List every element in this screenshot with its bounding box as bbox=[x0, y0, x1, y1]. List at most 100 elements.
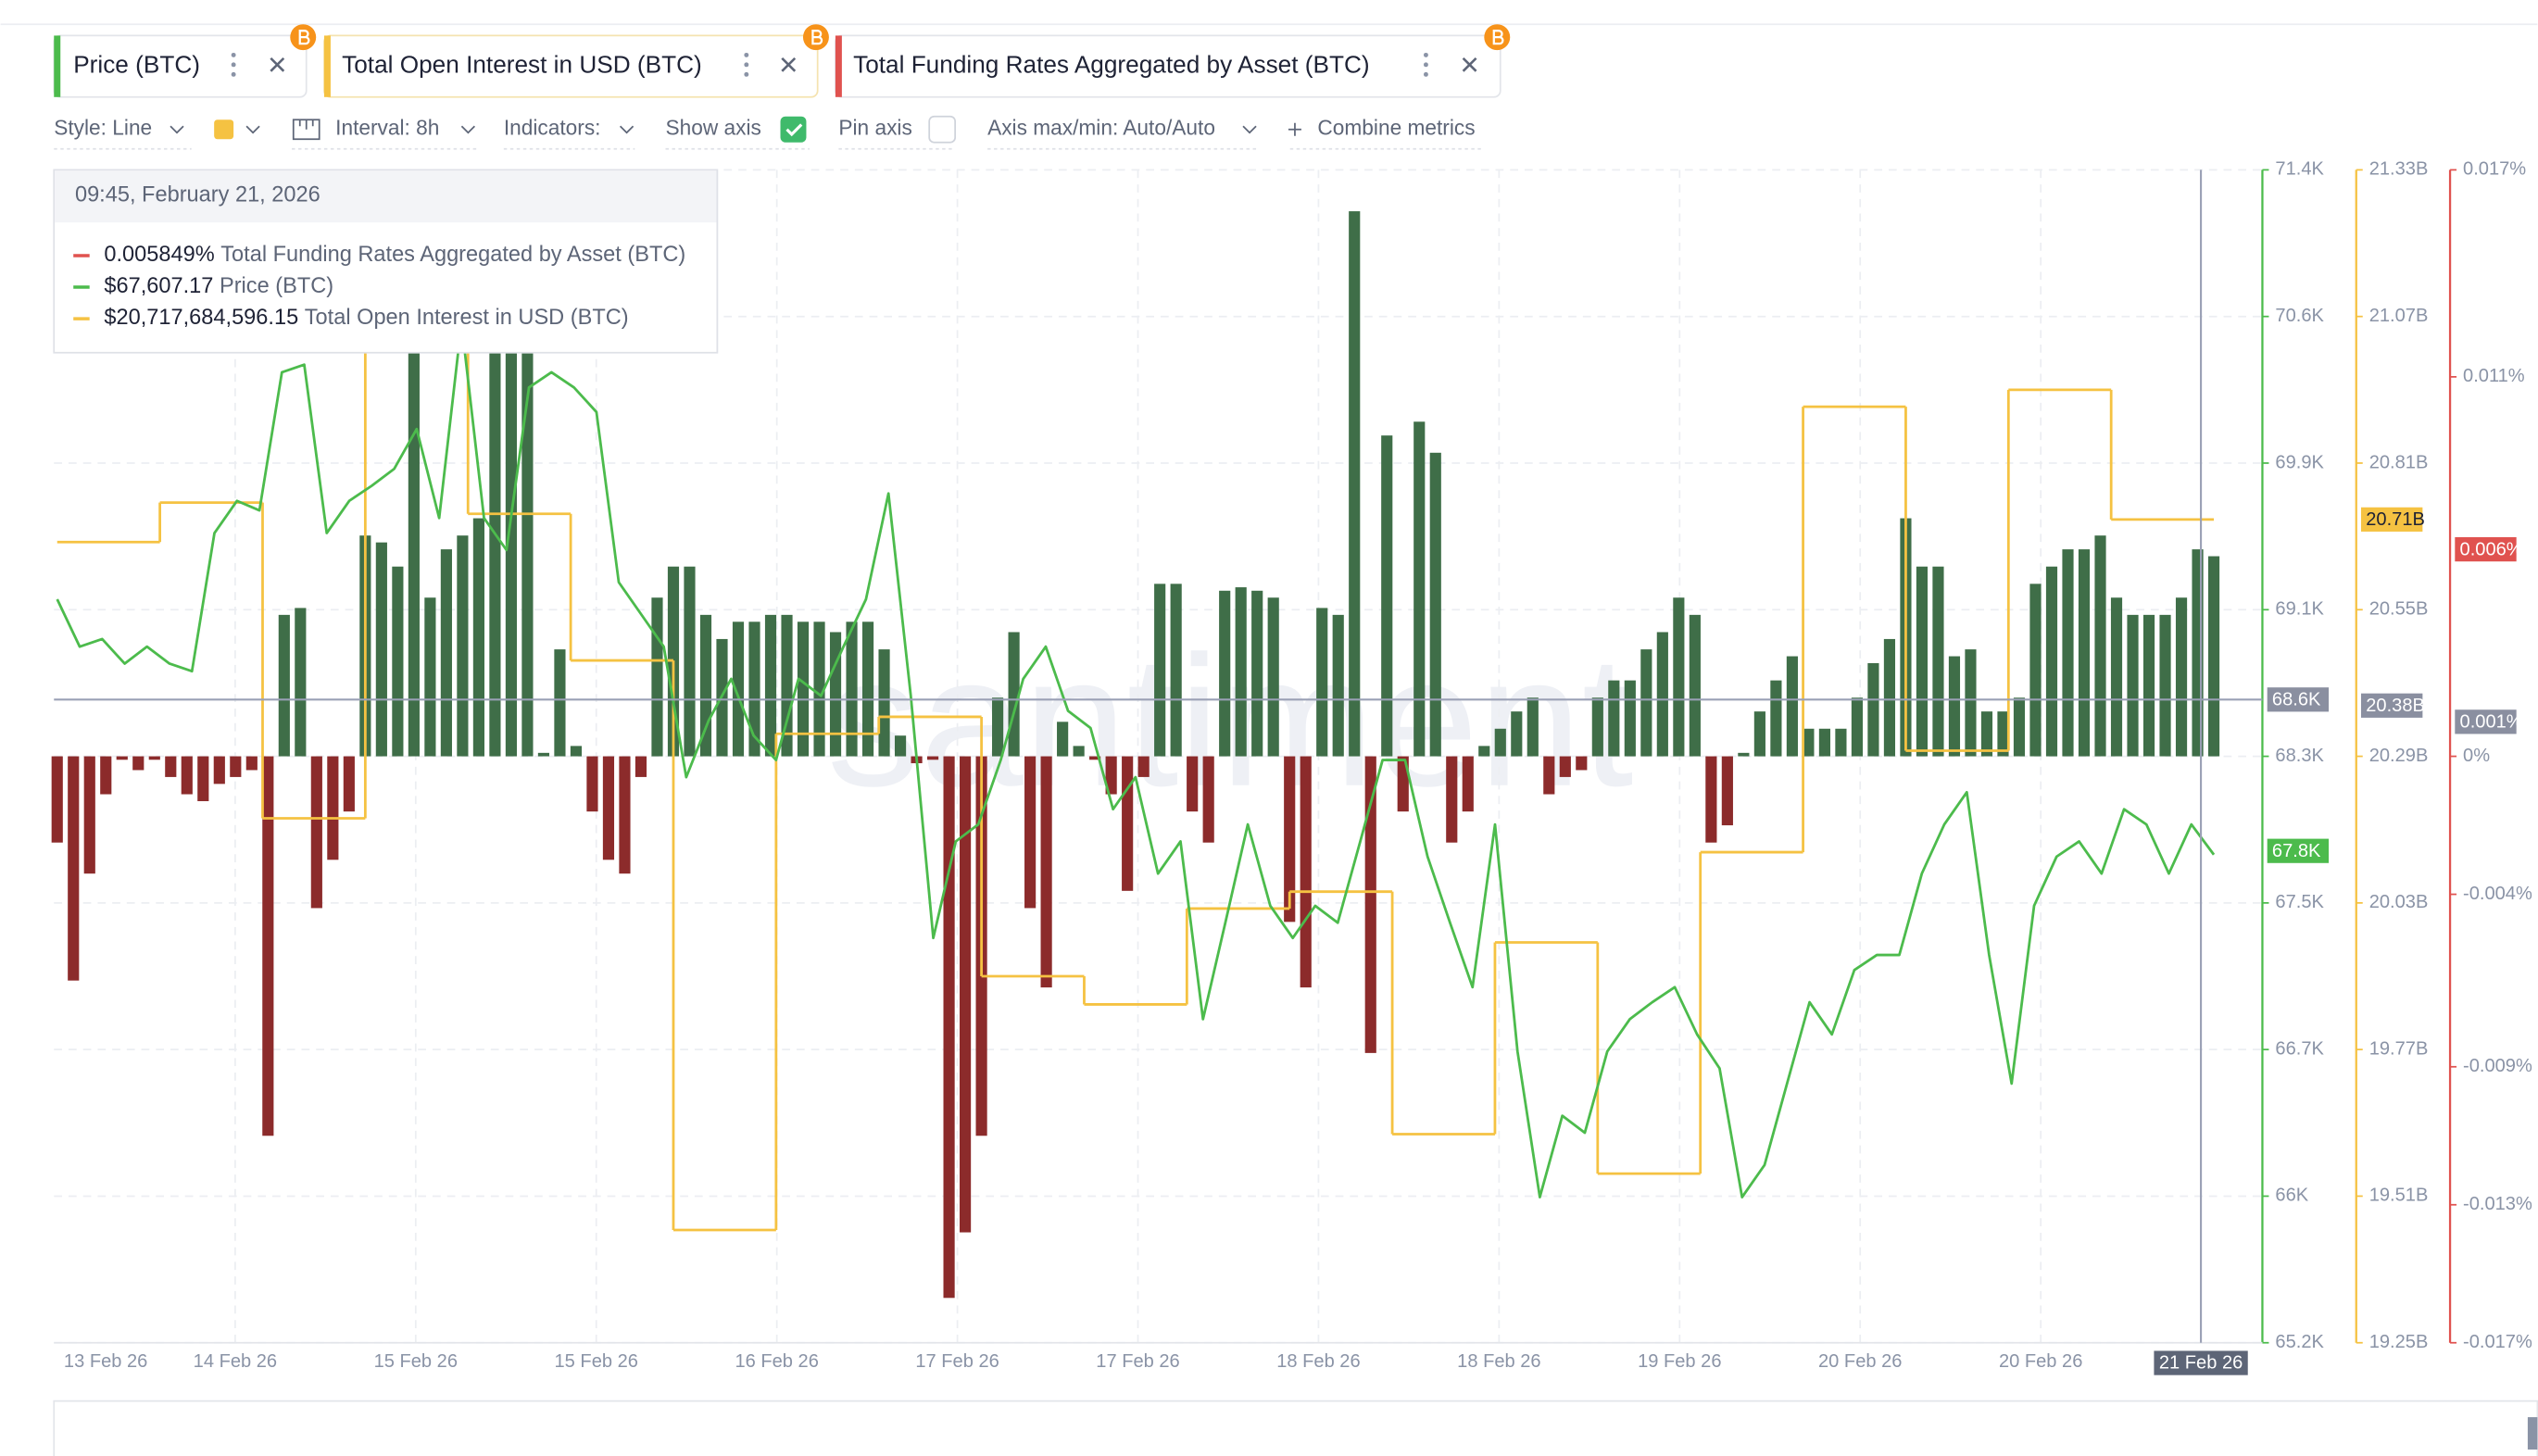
funding-bar bbox=[1803, 728, 1815, 757]
funding-bar bbox=[1527, 697, 1539, 757]
funding-bar bbox=[2078, 549, 2091, 757]
funding-bar bbox=[2013, 697, 2026, 757]
value-badge-label: 67.8K bbox=[2272, 841, 2321, 861]
funding-bar bbox=[1851, 697, 1864, 757]
tooltip-value: $67,607.17 bbox=[104, 273, 213, 297]
close-icon[interactable] bbox=[781, 56, 797, 72]
funding-bar bbox=[1511, 711, 1523, 757]
value-badge-label: 0.006% bbox=[2460, 539, 2523, 559]
x-tick-label: 20 Feb 26 bbox=[1999, 1351, 2082, 1372]
x-tick-label: 18 Feb 26 bbox=[1457, 1351, 1540, 1372]
value-badge bbox=[2455, 536, 2517, 562]
y3-tick-label: -0.017% bbox=[2463, 1332, 2532, 1352]
x-tick-label: 16 Feb 26 bbox=[735, 1351, 818, 1372]
y-tick-label: 67.5K bbox=[2275, 892, 2324, 912]
metric-tab[interactable]: Total Funding Rates Aggregated by Asset … bbox=[835, 24, 1511, 98]
y2-tick-label: 20.29B bbox=[2369, 746, 2429, 766]
x-tick-label: 13 Feb 26 bbox=[64, 1351, 147, 1372]
funding-bar bbox=[554, 649, 566, 757]
menu-icon[interactable] bbox=[1423, 52, 1428, 77]
funding-bar bbox=[1948, 656, 1961, 757]
y-tick-label: 66.7K bbox=[2275, 1038, 2324, 1059]
show-axis-label[interactable]: Show axis bbox=[665, 116, 760, 140]
funding-bar bbox=[2142, 614, 2155, 757]
y2-tick-label: 21.33B bbox=[2369, 159, 2429, 180]
ruler-icon bbox=[292, 119, 320, 141]
y3-tick-label: -0.009% bbox=[2463, 1056, 2532, 1076]
funding-bar bbox=[2175, 597, 2188, 757]
funding-bar bbox=[1965, 649, 1977, 757]
metric-tab[interactable]: Total Open Interest in USD (BTC) bbox=[323, 24, 829, 98]
funding-bar bbox=[943, 756, 955, 1299]
style-select[interactable]: Style: Line bbox=[54, 116, 152, 140]
tab-label: Total Open Interest in USD (BTC) bbox=[342, 51, 702, 79]
indicators-select[interactable]: Indicators: bbox=[504, 116, 601, 140]
navigator[interactable] bbox=[53, 1400, 2538, 1456]
tab-color bbox=[54, 35, 61, 97]
x-tick-label: 15 Feb 26 bbox=[374, 1351, 458, 1372]
color-swatch[interactable] bbox=[214, 119, 234, 140]
y2-tick-label: 21.07B bbox=[2369, 306, 2429, 326]
menu-icon[interactable] bbox=[744, 52, 749, 77]
funding-bar bbox=[602, 756, 615, 860]
plus-icon bbox=[1288, 122, 1301, 136]
close-icon[interactable] bbox=[1462, 56, 1477, 72]
funding-bar bbox=[1332, 614, 1344, 757]
funding-bar bbox=[1429, 452, 1441, 757]
close-icon[interactable] bbox=[270, 56, 285, 72]
funding-bar bbox=[245, 756, 258, 771]
funding-bar bbox=[2207, 556, 2220, 757]
value-badge bbox=[2361, 693, 2423, 718]
y-tick-label: 69.1K bbox=[2275, 599, 2324, 620]
axis-maxmin[interactable]: Axis max/min: Auto/Auto bbox=[987, 116, 1215, 140]
funding-bar bbox=[1705, 756, 1717, 843]
funding-bar bbox=[1170, 584, 1182, 757]
y2-tick-label: 20.81B bbox=[2369, 452, 2429, 472]
funding-bar bbox=[797, 621, 810, 757]
funding-bar bbox=[278, 614, 290, 757]
funding-bar bbox=[2127, 614, 2139, 757]
funding-bar bbox=[408, 325, 420, 757]
metric-tab[interactable]: Price (BTC) bbox=[53, 24, 317, 98]
tab-color bbox=[835, 35, 842, 97]
x-tick-label: 14 Feb 26 bbox=[194, 1351, 277, 1372]
funding-bar bbox=[926, 756, 939, 760]
menu-icon[interactable] bbox=[231, 52, 236, 77]
combine-metrics[interactable]: Combine metrics bbox=[1317, 116, 1475, 140]
navigator-handle[interactable] bbox=[2527, 1417, 2538, 1450]
tooltip-name: Total Open Interest in USD (BTC) bbox=[305, 305, 629, 329]
funding-bar bbox=[1559, 756, 1571, 777]
chevron bbox=[619, 125, 634, 134]
funding-bar bbox=[570, 746, 583, 757]
y-tick-label: 68.3K bbox=[2275, 746, 2324, 766]
value-badge bbox=[2267, 687, 2330, 712]
funding-bar bbox=[68, 756, 80, 981]
checkbox[interactable] bbox=[928, 115, 957, 144]
checkbox-checked[interactable] bbox=[780, 116, 807, 143]
y3-tick-label: -0.004% bbox=[2463, 884, 2532, 904]
funding-bar bbox=[781, 614, 793, 757]
tooltip-row: 0.005849% Total Funding Rates Aggregated… bbox=[104, 242, 685, 266]
funding-bar bbox=[1738, 752, 1750, 757]
x-tick-label: 19 Feb 26 bbox=[1638, 1351, 1721, 1372]
funding-bar bbox=[1689, 614, 1701, 757]
funding-bar bbox=[262, 756, 274, 1136]
funding-bar bbox=[1202, 756, 1214, 843]
funding-bar bbox=[1624, 680, 1636, 757]
pin-axis-label[interactable]: Pin axis bbox=[838, 116, 911, 140]
funding-bar bbox=[1835, 728, 1847, 757]
x-tick-label: 20 Feb 26 bbox=[1818, 1351, 1902, 1372]
tooltip-name: Total Funding Rates Aggregated by Asset … bbox=[220, 242, 685, 266]
tooltip-value: $20,717,684,596.15 bbox=[104, 305, 298, 329]
y2-tick-label: 19.51B bbox=[2369, 1186, 2429, 1206]
funding-bar bbox=[440, 549, 452, 757]
interval-select[interactable]: Interval: 8h bbox=[335, 116, 439, 140]
check-mark bbox=[785, 123, 803, 137]
value-badge-label: 68.6K bbox=[2272, 689, 2321, 709]
funding-bar bbox=[1770, 680, 1782, 757]
funding-bar bbox=[960, 756, 972, 1233]
tooltip-name: Price (BTC) bbox=[220, 273, 333, 297]
value-badge bbox=[2267, 838, 2330, 863]
funding-bar bbox=[424, 597, 436, 757]
